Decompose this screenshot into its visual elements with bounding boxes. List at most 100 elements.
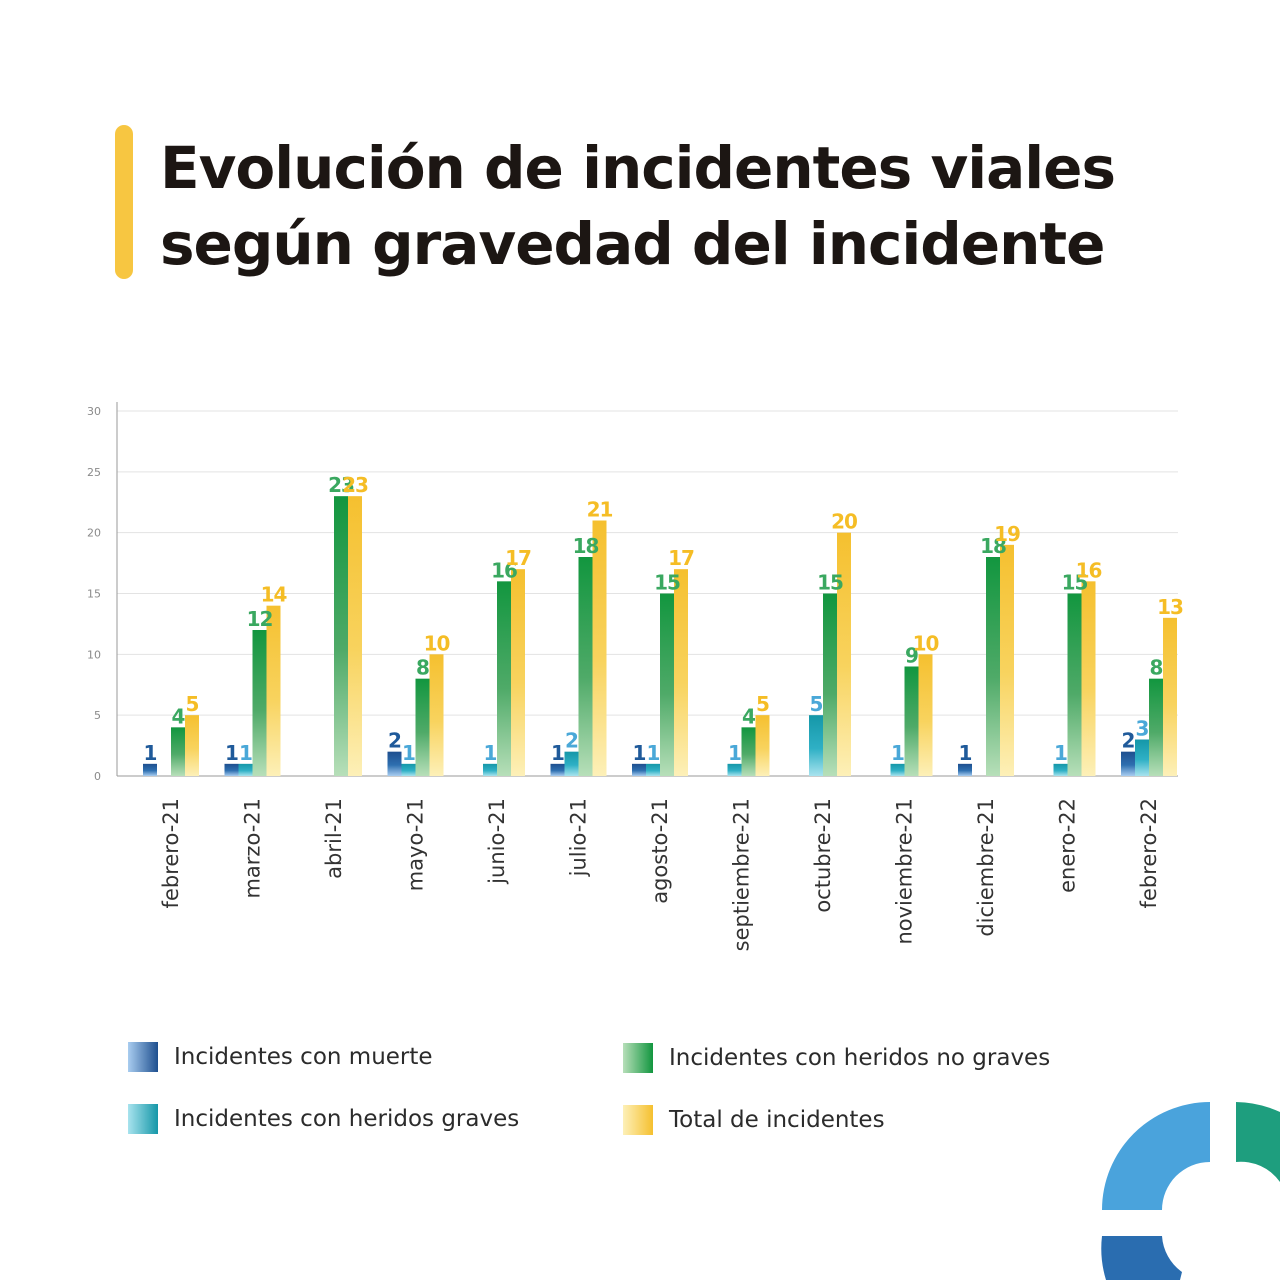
x-tick-label: octubre-21 (811, 798, 835, 913)
data-label-no_graves: 18 (980, 534, 1006, 558)
x-tick-label: diciembre-21 (974, 798, 998, 937)
page-title-line-1: Evolución de incidentes viales (160, 134, 1116, 202)
x-tick-label: febrero-22 (1137, 798, 1161, 908)
data-label-no_graves: 15 (1062, 571, 1088, 595)
x-tick-label: enero-22 (1056, 798, 1080, 893)
data-label-graves: 1 (402, 741, 415, 765)
legend-label-graves: Incidentes con heridos graves (174, 1106, 520, 1132)
data-label-total: 21 (587, 498, 613, 522)
bar-total (755, 715, 770, 776)
bar-graves (890, 763, 905, 776)
x-tick-label: febrero-21 (159, 798, 183, 908)
bar-no_graves (823, 593, 837, 776)
bar-muerte (224, 763, 239, 776)
bar-total (918, 654, 933, 776)
data-label-muerte: 1 (225, 741, 238, 765)
data-label-muerte: 2 (388, 729, 401, 753)
data-label-no_graves: 18 (573, 534, 599, 558)
bar-no_graves (904, 666, 919, 776)
data-label-total: 10 (424, 631, 450, 655)
y-tick-label: 25 (87, 466, 101, 479)
legend-item-total: Total de incidentes (623, 1105, 885, 1135)
y-tick-label: 0 (94, 770, 101, 783)
data-label-no_graves: 16 (491, 558, 517, 582)
data-label-no_graves: 4 (742, 704, 755, 728)
chart-x-tick-labels: febrero-21 marzo-21 abril-21 mayo-21 junio-2… (159, 798, 1161, 951)
data-label-no_graves: 8 (1150, 656, 1163, 680)
data-label-total: 20 (831, 510, 857, 534)
data-label-no_graves: 15 (654, 571, 680, 595)
x-tick-label: julio-21 (567, 798, 591, 877)
title-accent-bar (115, 125, 133, 279)
bar-no_graves (497, 581, 511, 776)
bar-muerte (387, 751, 402, 776)
data-label-graves: 1 (1054, 741, 1067, 765)
data-label-muerte: 2 (1122, 729, 1135, 753)
bar-no_graves (986, 557, 1000, 776)
data-label-muerte: 1 (633, 741, 646, 765)
x-tick-label: mayo-21 (404, 798, 428, 891)
x-tick-label: junio-21 (485, 798, 509, 885)
legend-swatch-graves (128, 1104, 158, 1134)
page-title-line-2: según gravedad del incidente (160, 210, 1106, 278)
data-label-no_graves: 4 (172, 704, 185, 728)
data-label-no_graves: 23 (328, 473, 354, 497)
data-label-muerte: 1 (959, 741, 972, 765)
bar-muerte (958, 763, 972, 776)
data-label-total: 17 (505, 546, 531, 570)
bar-total (674, 569, 688, 776)
bar-total (1081, 581, 1096, 776)
data-label-total: 23 (342, 473, 368, 497)
bar-total (1163, 617, 1177, 776)
bar-total (592, 520, 607, 776)
data-label-total: 5 (756, 692, 769, 716)
x-tick-label: agosto-21 (648, 798, 672, 904)
bar-no_graves (660, 593, 674, 776)
bar-total (185, 715, 199, 776)
data-label-graves: 1 (647, 741, 660, 765)
legend-swatch-muerte (128, 1042, 158, 1072)
x-tick-label: noviembre-21 (893, 798, 917, 945)
data-label-muerte: 1 (144, 741, 157, 765)
chart-axes: 0 5 10 15 20 25 30 (87, 402, 1178, 783)
page-title: Evolución de incidentes viales según gra… (160, 130, 1240, 282)
bar-graves (646, 763, 660, 776)
bar-graves (1135, 739, 1149, 776)
legend-label-muerte: Incidentes con muerte (174, 1044, 433, 1070)
brand-logo-icon (1101, 1102, 1280, 1280)
data-label-no_graves: 8 (416, 656, 429, 680)
bar-total (837, 532, 851, 776)
bar-no_graves (171, 727, 185, 776)
y-tick-label: 30 (87, 405, 101, 418)
y-tick-label: 10 (87, 648, 101, 661)
legend-item-no-graves: Incidentes con heridos no graves (623, 1043, 1050, 1073)
bar-no_graves (415, 678, 430, 776)
y-tick-label: 15 (87, 588, 101, 601)
legend-item-graves: Incidentes con heridos graves (128, 1104, 519, 1134)
y-tick-label: 20 (87, 527, 101, 540)
bar-no_graves (1149, 678, 1163, 776)
bar-graves (401, 763, 416, 776)
data-label-graves: 1 (891, 741, 904, 765)
bar-muerte (1121, 751, 1135, 776)
bar-graves (727, 763, 742, 776)
x-tick-label: marzo-21 (241, 798, 265, 899)
bar-graves (1053, 763, 1068, 776)
data-label-total: 19 (994, 522, 1020, 546)
bar-total (1000, 544, 1014, 776)
bar-total (348, 496, 362, 776)
data-label-total: 13 (1157, 595, 1183, 619)
bar-graves (483, 763, 497, 776)
data-label-graves: 1 (728, 741, 741, 765)
legend-swatch-total (623, 1105, 653, 1135)
chart-bars (143, 496, 1177, 776)
x-tick-label: septiembre-21 (730, 798, 754, 951)
data-label-graves: 3 (1136, 717, 1149, 741)
data-label-no_graves: 9 (905, 644, 918, 668)
chart-legend: Incidentes con muerte Incidentes con her… (0, 1040, 1280, 1160)
x-tick-label: abril-21 (322, 798, 346, 879)
bar-no_graves (1067, 593, 1082, 776)
bar-graves (238, 763, 253, 776)
